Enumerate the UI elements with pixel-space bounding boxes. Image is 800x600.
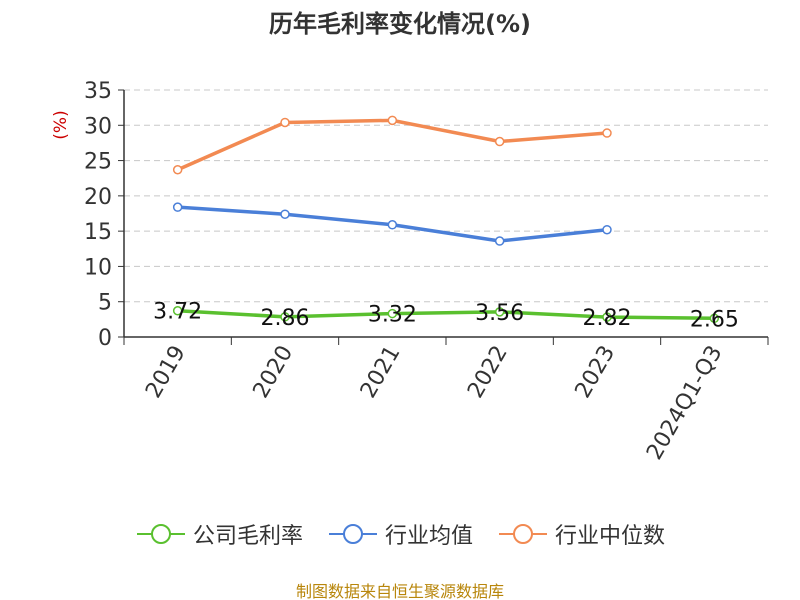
data-label: 2.82 (583, 306, 632, 331)
x-tick-label: 2023 (571, 342, 621, 403)
data-point (709, 313, 720, 324)
x-tick-label: 2022 (463, 342, 513, 403)
data-point (280, 117, 290, 128)
legend-swatch-icon (136, 524, 185, 544)
legend-swatch-icon (328, 524, 377, 544)
legend-item[interactable]: 公司毛利率 (135, 518, 303, 550)
x-tick-label: 2024Q1-Q3 (642, 342, 727, 465)
y-tick-label: 20 (84, 185, 112, 210)
data-label: 3.56 (475, 301, 524, 326)
y-tick-label: 25 (84, 150, 112, 175)
data-point (494, 307, 505, 317)
y-tick-label: 35 (84, 79, 112, 104)
legend-label: 公司毛利率 (192, 524, 303, 549)
x-tick-label: 2020 (249, 342, 299, 403)
x-tick-label: 2021 (356, 342, 406, 403)
data-label: 3.32 (368, 303, 417, 328)
data-label: 2.65 (690, 307, 739, 332)
y-tick-label: 5 (98, 291, 112, 316)
y-tick-label: 10 (84, 255, 112, 280)
data-point (494, 236, 505, 246)
legend-label: 行业均值 (384, 524, 473, 549)
chart-title: 历年毛利率变化情况(%) (269, 10, 531, 38)
data-point (280, 209, 290, 219)
data-point (172, 164, 183, 175)
series-line (177, 309, 715, 321)
data-point (494, 136, 505, 147)
legend-item[interactable]: 行业均值 (327, 518, 473, 550)
chart-legend: 公司毛利率 行业均值 行业中位数 (0, 518, 800, 550)
data-point (172, 305, 183, 316)
data-label: 2.86 (261, 306, 310, 331)
data-point (172, 202, 183, 212)
data-source-note: 制图数据来自恒生聚源数据库 (295, 582, 504, 600)
data-point (387, 308, 398, 319)
y-tick-label: 15 (84, 220, 112, 245)
data-label: 3.72 (153, 300, 202, 325)
data-point (387, 115, 398, 126)
data-point (602, 312, 612, 322)
legend-item[interactable]: 行业中位数 (497, 518, 665, 550)
legend-label: 行业中位数 (555, 524, 666, 549)
y-axis-label: (%) (51, 110, 71, 139)
series-line (176, 118, 608, 172)
data-point (387, 220, 398, 230)
data-point (602, 128, 612, 138)
data-point (602, 224, 612, 235)
data-point (280, 312, 290, 322)
y-tick-label: 30 (84, 114, 112, 139)
x-tick-label: 2019 (141, 342, 191, 403)
line-chart: 0 5 10 15 20 25 30 35 (%) 2019 2020 2021 2022 2023 202… (51, 79, 769, 465)
y-tick-label: 0 (98, 326, 112, 351)
legend-swatch-icon (499, 524, 547, 544)
